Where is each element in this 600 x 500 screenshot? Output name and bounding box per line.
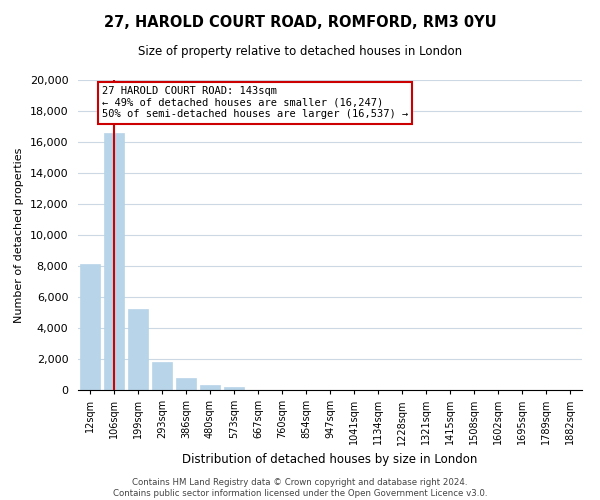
Text: Size of property relative to detached houses in London: Size of property relative to detached ho… — [138, 45, 462, 58]
Text: Contains HM Land Registry data © Crown copyright and database right 2024.
Contai: Contains HM Land Registry data © Crown c… — [113, 478, 487, 498]
Bar — [128, 308, 148, 390]
Bar — [104, 134, 124, 390]
Bar — [200, 386, 220, 390]
Text: 27 HAROLD COURT ROAD: 143sqm
← 49% of detached houses are smaller (16,247)
50% o: 27 HAROLD COURT ROAD: 143sqm ← 49% of de… — [102, 86, 408, 120]
Bar — [80, 264, 100, 390]
Text: 27, HAROLD COURT ROAD, ROMFORD, RM3 0YU: 27, HAROLD COURT ROAD, ROMFORD, RM3 0YU — [104, 15, 496, 30]
Bar — [152, 362, 172, 390]
Bar — [224, 386, 244, 390]
Y-axis label: Number of detached properties: Number of detached properties — [14, 148, 24, 322]
X-axis label: Distribution of detached houses by size in London: Distribution of detached houses by size … — [182, 453, 478, 466]
Bar — [176, 378, 196, 390]
